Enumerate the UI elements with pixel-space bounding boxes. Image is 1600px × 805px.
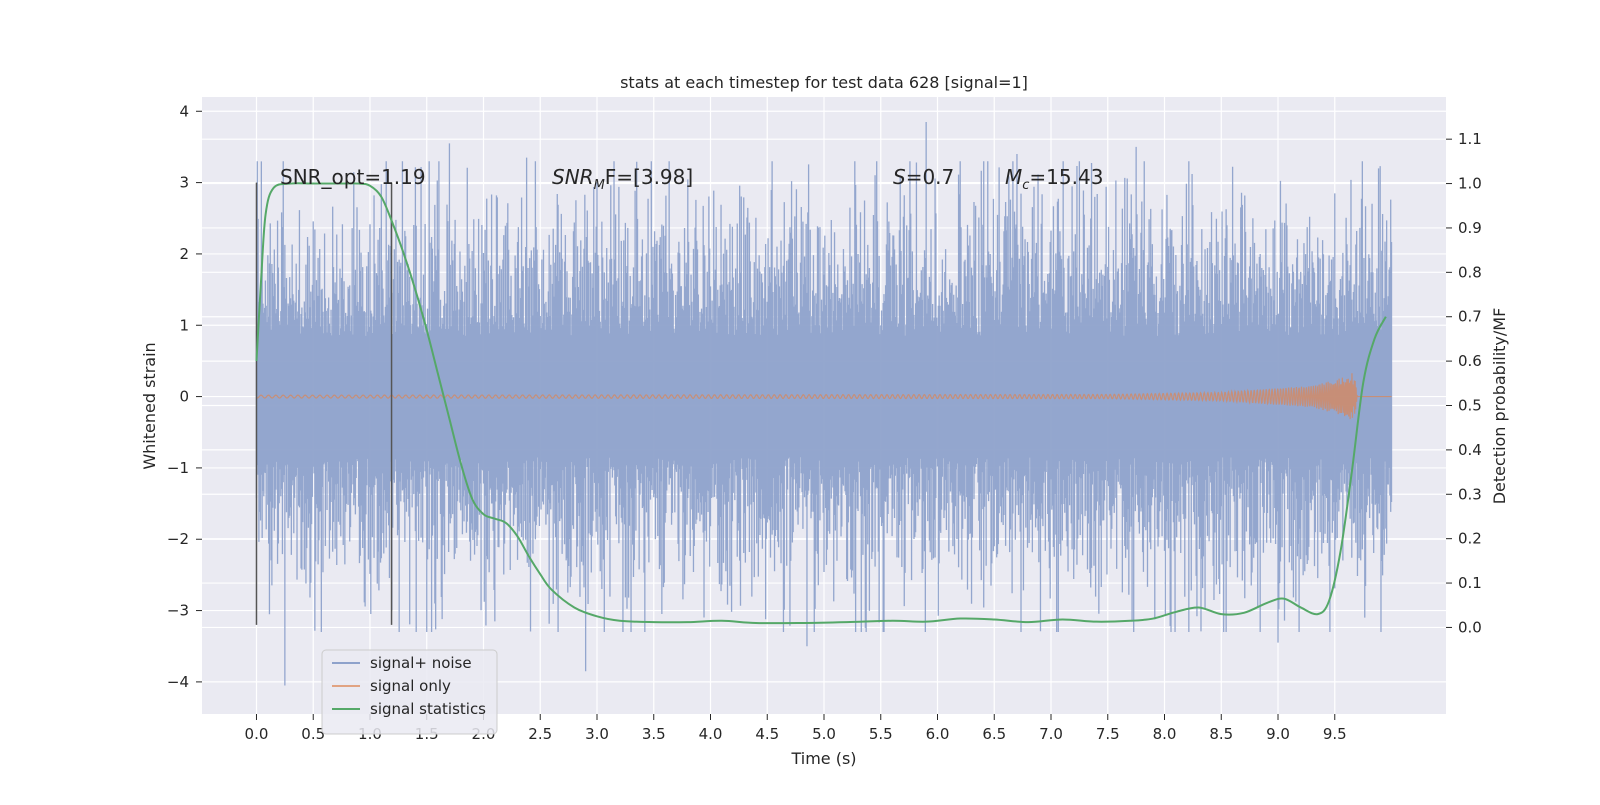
y-tick-label: −3 bbox=[167, 602, 189, 620]
x-tick-label: 3.0 bbox=[585, 725, 609, 743]
y-tick-label: 4 bbox=[179, 102, 189, 120]
chart-title: stats at each timestep for test data 628… bbox=[620, 73, 1028, 92]
x-tick-label: 6.5 bbox=[982, 725, 1006, 743]
annotation-s: S=0.7 bbox=[893, 165, 954, 189]
annotation-snr-opt: SNR_opt=1.19 bbox=[280, 165, 426, 189]
y-tick-label: −4 bbox=[167, 673, 189, 691]
legend-label-signal: signal only bbox=[370, 677, 451, 695]
annotation-snr-mf: SNRMF=[3.98] bbox=[552, 165, 693, 193]
x-tick-label: 8.0 bbox=[1153, 725, 1177, 743]
annotation-s-label: S bbox=[893, 165, 906, 189]
y-tick-label: 3 bbox=[179, 174, 189, 192]
y2-tick-label: 0.7 bbox=[1458, 308, 1482, 326]
y-tick-label: 0 bbox=[179, 388, 189, 406]
signal-only-series bbox=[256, 373, 1392, 420]
annotation-snr-mf-prefix: SNR bbox=[552, 165, 594, 189]
annotation-snr-mf-suffix: F=[3.98] bbox=[605, 165, 693, 189]
y2-tick-label: 1.1 bbox=[1458, 130, 1482, 148]
x-tick-label: 6.0 bbox=[926, 725, 950, 743]
x-tick-label: 0.0 bbox=[245, 725, 269, 743]
x-tick-label: 7.5 bbox=[1096, 725, 1120, 743]
y-tick-label: 2 bbox=[179, 245, 189, 263]
y2-tick-label: 0.5 bbox=[1458, 397, 1482, 415]
annotation-mc: Mc=15.43 bbox=[1005, 165, 1103, 193]
y2-tick-label: 1.0 bbox=[1458, 175, 1482, 193]
x-axis-label: Time (s) bbox=[790, 749, 856, 768]
x-tick-label: 5.0 bbox=[812, 725, 836, 743]
y-axis-ticks: −4 −3 −2 −1 0 1 2 3 4 bbox=[167, 102, 202, 691]
vertical-markers bbox=[255, 182, 393, 625]
legend: signal+ noise signal only signal statist… bbox=[321, 649, 498, 735]
x-tick-label: 5.5 bbox=[869, 725, 893, 743]
y2-tick-label: 0.2 bbox=[1458, 530, 1482, 548]
legend-box bbox=[321, 649, 498, 735]
y2-tick-label: 0.6 bbox=[1458, 352, 1482, 370]
x-tick-label: 2.5 bbox=[528, 725, 552, 743]
y-tick-label: −2 bbox=[167, 530, 189, 548]
y2-tick-label: 0.8 bbox=[1458, 263, 1482, 281]
annotation-mc-value: =15.43 bbox=[1029, 165, 1103, 189]
y2-tick-label: 0.9 bbox=[1458, 219, 1482, 237]
y-tick-label: −1 bbox=[167, 459, 189, 477]
legend-label-noise: signal+ noise bbox=[370, 654, 472, 672]
y2-tick-label: 0.4 bbox=[1458, 441, 1482, 459]
signal-only-line bbox=[256, 373, 1392, 420]
x-tick-label: 8.5 bbox=[1209, 725, 1233, 743]
annotation-mc-sub: c bbox=[1022, 178, 1029, 193]
y2-axis-ticks: 0.0 0.1 0.2 0.3 0.4 0.5 0.6 0.7 0.8 0.9 1.0 1.1 bbox=[1446, 130, 1482, 636]
y2-tick-label: 0.3 bbox=[1458, 485, 1482, 503]
signal-statistics-line bbox=[255, 182, 1387, 625]
y2-tick-label: 0.0 bbox=[1458, 618, 1482, 636]
x-tick-label: 9.5 bbox=[1323, 725, 1347, 743]
x-tick-label: 0.5 bbox=[301, 725, 325, 743]
x-tick-label: 4.5 bbox=[755, 725, 779, 743]
annotation-snr-mf-sub: M bbox=[594, 178, 605, 193]
x-tick-label: 4.0 bbox=[699, 725, 723, 743]
annotation-s-value: =0.7 bbox=[906, 165, 955, 189]
x-tick-label: 3.5 bbox=[642, 725, 666, 743]
annotation-mc-label: M bbox=[1005, 165, 1022, 189]
legend-label-stats: signal statistics bbox=[370, 700, 486, 718]
signal-statistics-series bbox=[255, 182, 1387, 625]
x-tick-label: 9.0 bbox=[1266, 725, 1290, 743]
y-tick-label: 1 bbox=[179, 316, 189, 334]
y2-axis-label: Detection probability/MF bbox=[1490, 308, 1509, 505]
x-tick-label: 7.0 bbox=[1039, 725, 1063, 743]
y-axis-label: Whitened strain bbox=[140, 342, 159, 469]
y2-tick-label: 0.1 bbox=[1458, 574, 1482, 592]
